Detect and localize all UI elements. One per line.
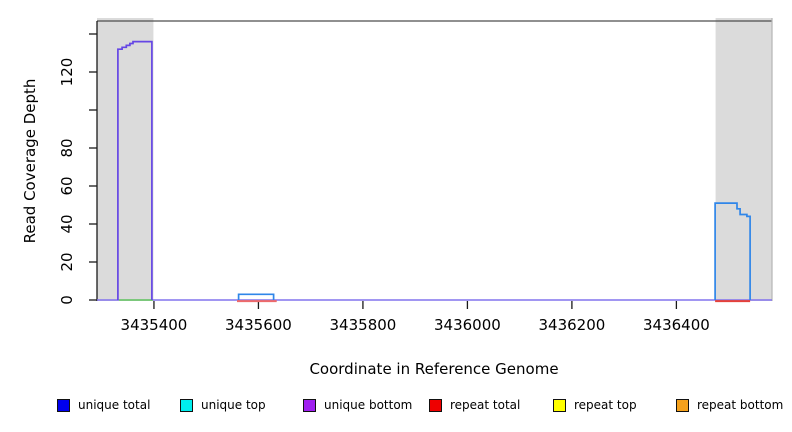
legend-swatch-unique-total-icon [57, 398, 70, 412]
shaded-region [715, 18, 772, 301]
y-tick-label: 0 [58, 295, 76, 305]
series-unique-total-small-bump [237, 293, 275, 300]
y-tick-label: 40 [58, 214, 76, 233]
legend-label: unique bottom [324, 398, 413, 412]
legend-swatch-repeat-top-icon [553, 398, 566, 412]
y-axis-label: Read Coverage Depth [21, 78, 39, 244]
y-tick-label: 120 [58, 58, 76, 87]
legend-label: repeat top [574, 398, 637, 412]
series-unique-total-right-peak [714, 202, 751, 300]
legend-item-repeat-total: repeat total [429, 396, 520, 414]
series-unique-bottom-left-peak [117, 40, 153, 300]
x-axis-label: Coordinate in Reference Genome [309, 360, 559, 378]
x-tick-label: 3436400 [643, 316, 710, 334]
x-tick-label: 3435600 [225, 316, 292, 334]
legend-swatch-repeat-total-icon [429, 398, 442, 412]
legend-item-repeat-bottom: repeat bottom [676, 396, 783, 414]
legend-label: unique top [201, 398, 266, 412]
x-tick-label: 3436200 [538, 316, 605, 334]
x-tick-label: 3435800 [330, 316, 397, 334]
legend: unique total unique top unique bottom re… [0, 396, 792, 416]
y-tick-label: 60 [58, 176, 76, 195]
y-tick-label: 20 [58, 252, 76, 271]
x-tick-label: 3436000 [434, 316, 501, 334]
legend-label: unique total [78, 398, 151, 412]
legend-item-repeat-top: repeat top [553, 396, 637, 414]
legend-swatch-repeat-bottom-icon [676, 398, 689, 412]
legend-item-unique-total: unique total [57, 396, 150, 414]
y-tick-label: 80 [58, 138, 76, 157]
legend-swatch-unique-bottom-icon [303, 398, 316, 412]
legend-item-unique-bottom: unique bottom [303, 396, 412, 414]
legend-item-unique-top: unique top [180, 396, 266, 414]
legend-label: repeat bottom [697, 398, 784, 412]
legend-label: repeat total [450, 398, 521, 412]
legend-swatch-unique-top-icon [180, 398, 193, 412]
x-tick-label: 3435400 [121, 316, 188, 334]
shaded-region [97, 18, 154, 301]
